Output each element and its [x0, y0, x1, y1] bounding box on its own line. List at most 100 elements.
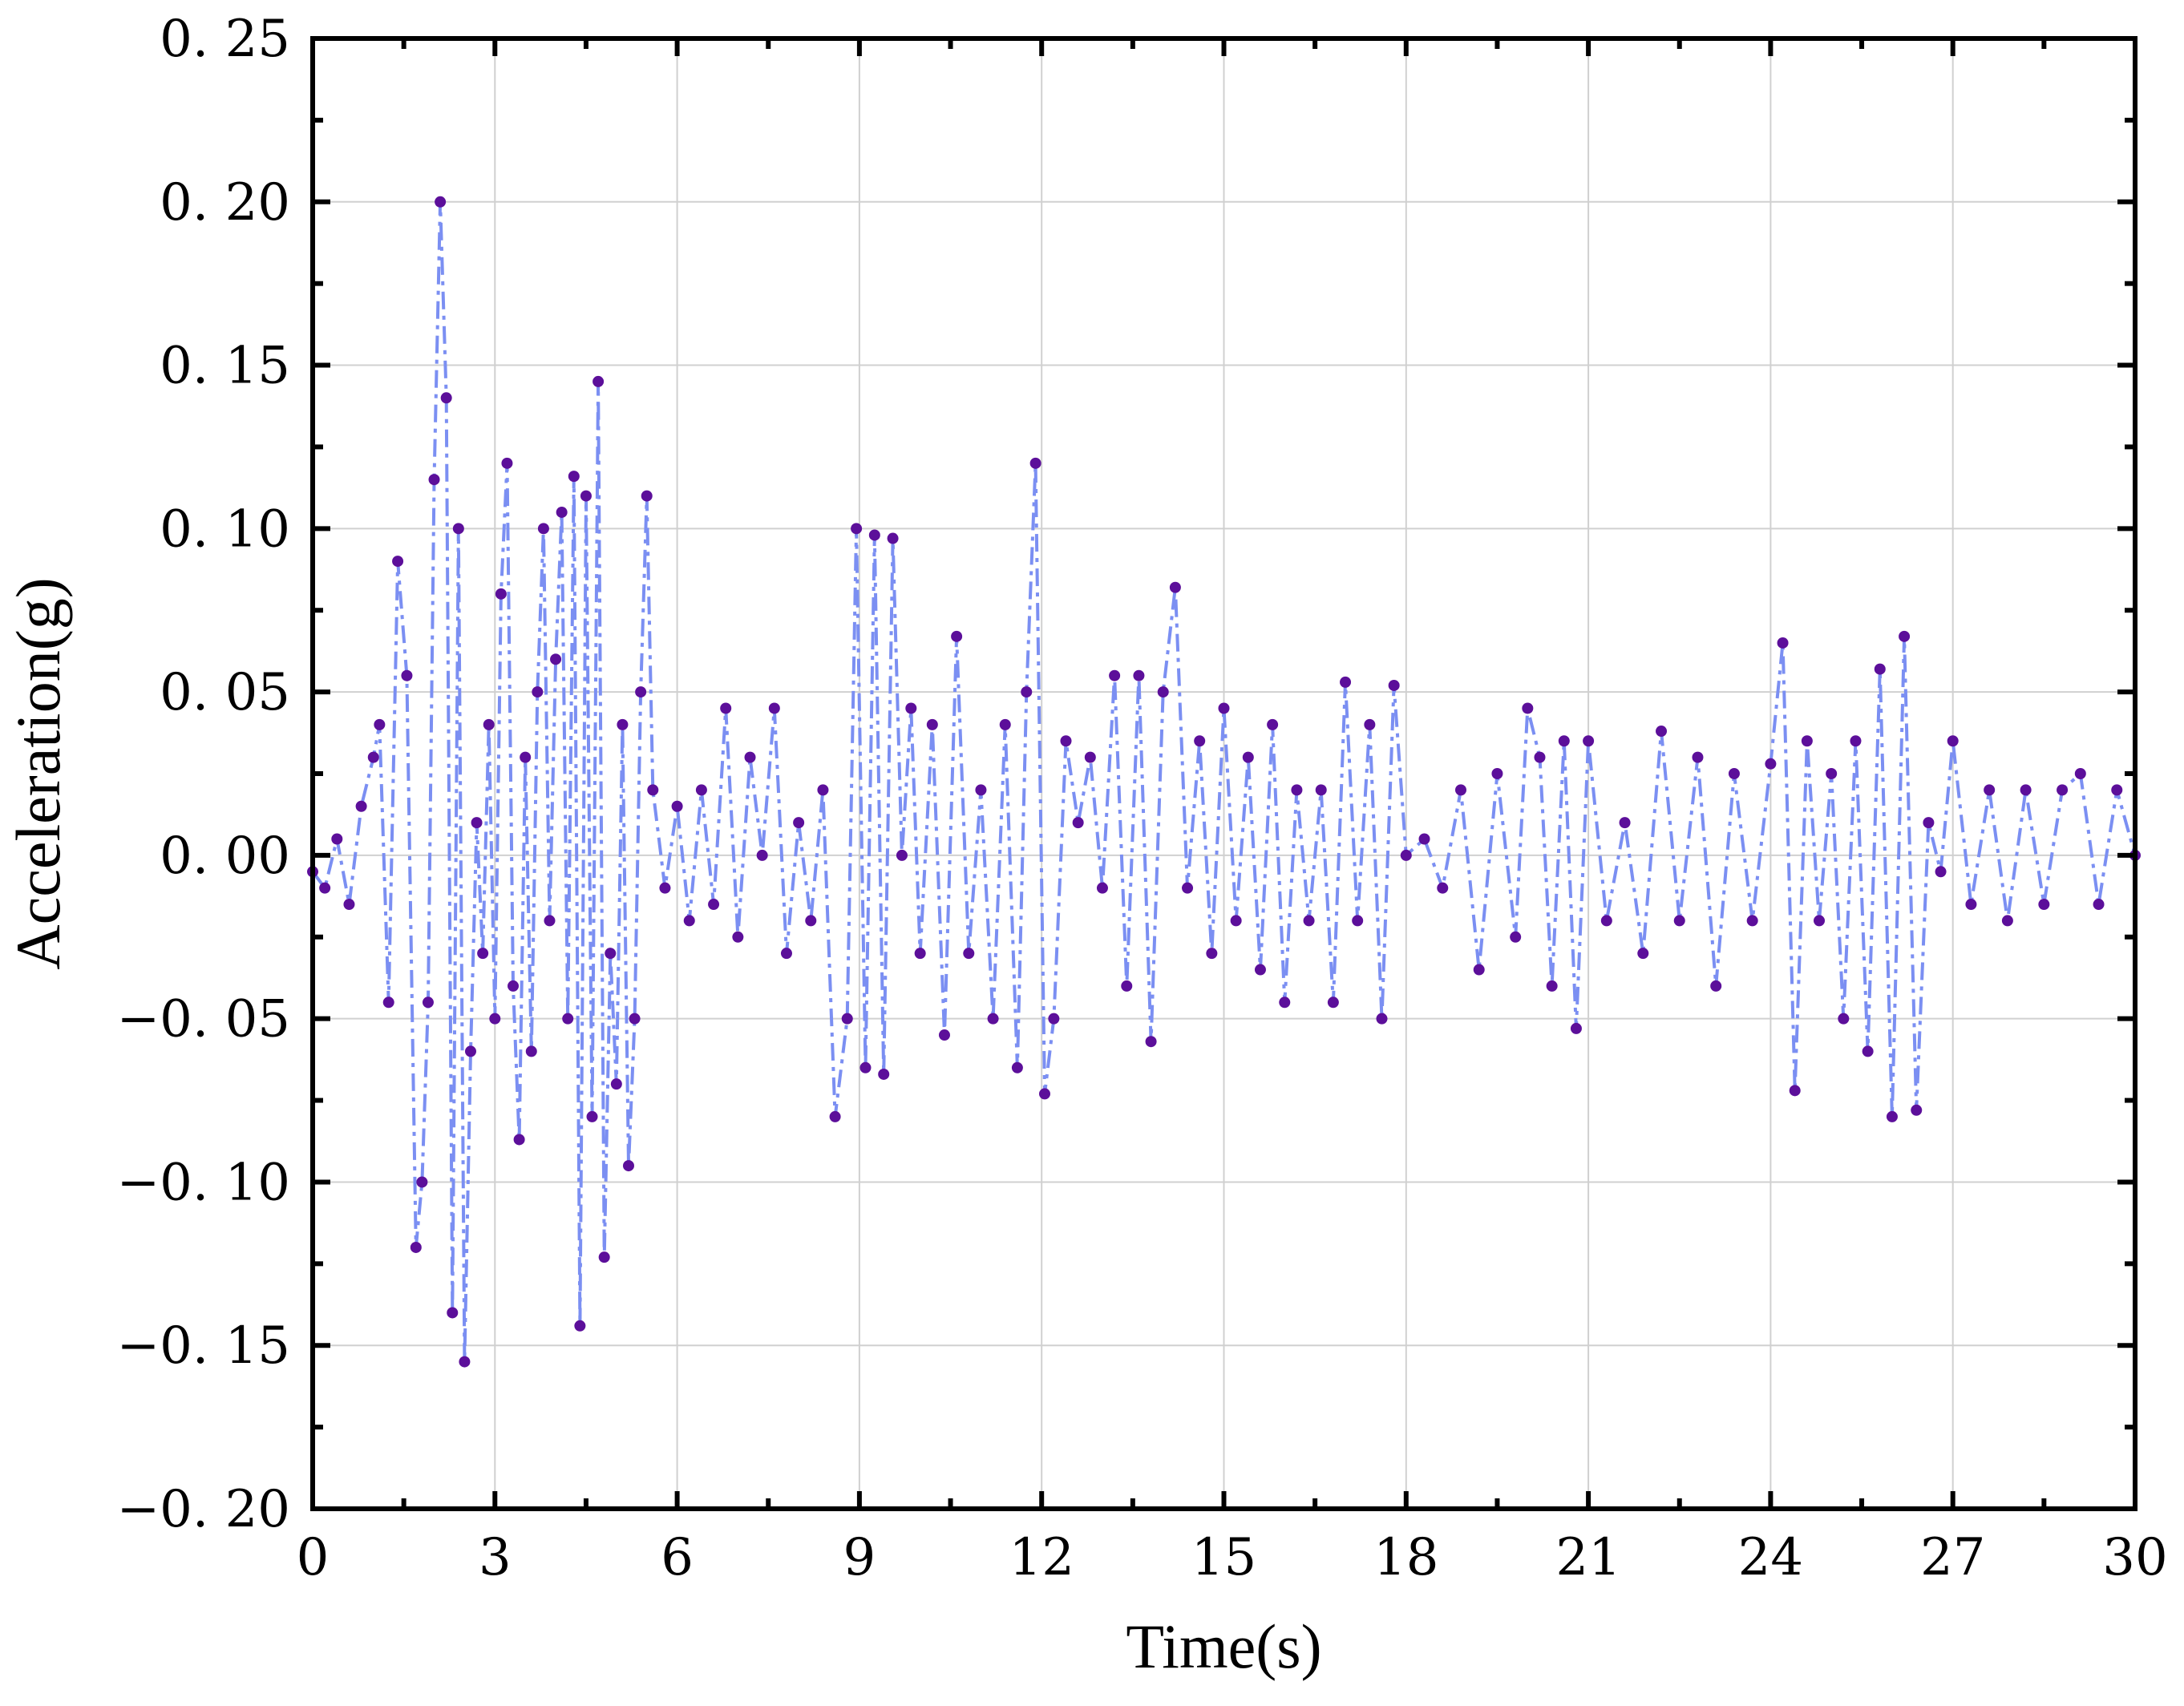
x-tick-label: 0 [297, 1528, 330, 1587]
data-point [367, 751, 379, 763]
data-point [671, 800, 683, 812]
x-tick-label: 3 [479, 1528, 512, 1587]
data-point [859, 1061, 872, 1073]
data-point [605, 948, 617, 960]
data-point [1418, 833, 1430, 845]
data-point [1121, 980, 1133, 992]
data-point [1218, 702, 1230, 714]
data-point [641, 490, 653, 502]
data-point [744, 751, 756, 763]
data-point [951, 630, 963, 642]
data-point [1267, 718, 1279, 730]
x-tick-label: 21 [1555, 1528, 1620, 1587]
data-point [987, 1013, 999, 1025]
series-markers-acceleration [307, 196, 2141, 1368]
data-point [2020, 784, 2032, 796]
data-point [428, 474, 440, 486]
data-point [1072, 817, 1084, 829]
data-point [483, 718, 495, 730]
x-tick-label: 18 [1373, 1528, 1438, 1587]
y-axis-title: Acceleration(g) [3, 577, 73, 969]
data-point [1038, 1088, 1050, 1100]
data-point [1011, 1061, 1023, 1073]
data-point [2074, 768, 2086, 779]
x-tick-label: 12 [1009, 1528, 1074, 1587]
data-point [1728, 768, 1740, 779]
data-point [975, 784, 987, 796]
data-point [525, 1045, 537, 1057]
axis-ticks [310, 36, 2137, 1511]
data-point [1862, 1045, 1874, 1057]
data-point [1570, 1022, 1582, 1034]
data-point [459, 1356, 471, 1368]
data-point [580, 490, 592, 502]
data-point [392, 556, 404, 568]
data-point [532, 686, 544, 698]
data-point [2001, 915, 2013, 927]
y-tick-label: −0. 10 [117, 1153, 290, 1212]
data-point [1437, 882, 1449, 894]
data-point [1291, 784, 1303, 796]
data-point [422, 997, 434, 1009]
data-point [574, 1320, 586, 1332]
series-line-acceleration [311, 201, 2137, 1362]
data-point [401, 669, 413, 681]
data-point [440, 392, 452, 404]
data-point [1534, 751, 1546, 763]
data-point [720, 702, 732, 714]
data-point [1710, 980, 1722, 992]
data-point [1242, 751, 1254, 763]
data-point [708, 899, 720, 911]
data-point [914, 948, 926, 960]
data-point [501, 457, 513, 469]
data-point [756, 849, 768, 861]
data-point [1911, 1104, 1923, 1116]
data-point [1789, 1085, 1801, 1097]
y-tick-label: 0. 15 [160, 337, 290, 396]
data-point [495, 588, 507, 600]
data-point [1510, 931, 1522, 943]
data-point [1546, 980, 1558, 992]
data-point [1886, 1110, 1898, 1122]
data-point [1600, 915, 1612, 927]
data-point [1692, 751, 1704, 763]
data-point [1935, 866, 1947, 878]
data-point [732, 931, 744, 943]
data-point [1169, 581, 1181, 593]
data-point [1838, 1013, 1850, 1025]
data-point [1157, 686, 1169, 698]
data-point [537, 523, 549, 535]
data-point [550, 653, 562, 665]
data-point [1673, 915, 1685, 927]
data-point [471, 817, 483, 829]
data-point [659, 882, 671, 894]
data-point [2093, 899, 2105, 911]
data-point [629, 1013, 641, 1025]
data-point [683, 915, 695, 927]
data-point [1801, 735, 1813, 747]
data-point [1327, 997, 1339, 1009]
data-point [435, 196, 447, 208]
data-point [1096, 882, 1108, 894]
data-point [622, 1160, 634, 1172]
data-point [1491, 768, 1503, 779]
data-point [568, 471, 580, 483]
data-point [1029, 457, 1041, 469]
data-point [1206, 948, 1218, 960]
data-point [447, 1307, 459, 1319]
data-point [1352, 915, 1364, 927]
data-point [1230, 915, 1242, 927]
x-tick-label: 15 [1191, 1528, 1256, 1587]
data-point [896, 849, 908, 861]
data-point [1637, 948, 1649, 960]
data-point [331, 833, 343, 845]
data-point [586, 1110, 598, 1122]
data-point [416, 1176, 428, 1188]
data-point [1048, 1013, 1060, 1025]
data-point [593, 375, 605, 387]
data-point [1145, 1036, 1157, 1048]
data-point [489, 1013, 501, 1025]
data-point [1133, 669, 1145, 681]
data-point [1021, 686, 1033, 698]
